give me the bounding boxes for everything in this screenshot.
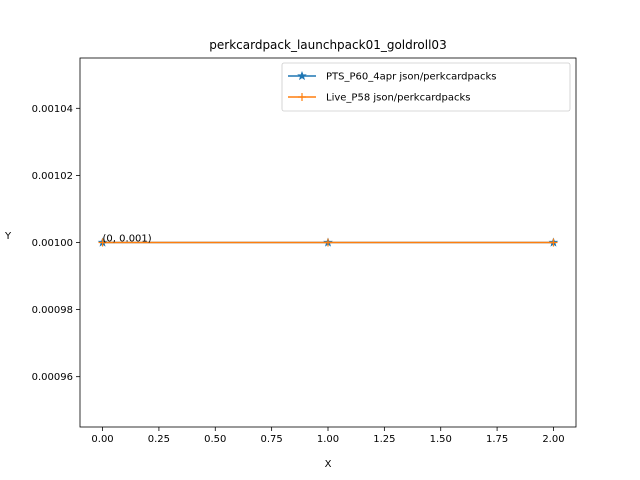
y-tick-label: 0.00098 <box>32 305 73 316</box>
y-tick-label: 0.00104 <box>32 104 73 115</box>
legend-marker-0 <box>297 70 307 81</box>
x-axis-label: X <box>325 459 332 470</box>
data-annotation: (0, 0.001) <box>103 234 152 245</box>
legend: PTS_P60_4apr json/perkcardpacks Live_P58 … <box>281 62 571 112</box>
series-1-point <box>549 238 558 247</box>
series-1-point <box>324 238 332 247</box>
y-axis-label: Y <box>4 231 12 242</box>
x-tick-label: 1.25 <box>373 434 395 445</box>
chart-title: perkcardpack_launchpack01_goldroll03 <box>209 38 446 52</box>
x-tick-label: 0.75 <box>261 434 283 445</box>
x-tick-label: 0.50 <box>204 434 226 445</box>
plot-area: 0.00 0.25 0.50 0.75 1.00 1.25 1.50 1.75 2.00 0.00… <box>32 57 577 445</box>
legend-label-0: PTS_P60_4apr json/perkcardpacks <box>326 72 496 83</box>
x-tick-label: 2.00 <box>542 434 564 445</box>
legend-marker-1 <box>298 93 306 101</box>
x-tick-label: 1.00 <box>317 434 339 445</box>
x-tick-label: 1.75 <box>486 434 508 445</box>
axes-frame <box>79 57 577 428</box>
legend-box <box>281 62 571 112</box>
x-tick-label: 1.50 <box>430 434 452 445</box>
x-tick-label: 0.25 <box>148 434 170 445</box>
x-tick-label: 0.00 <box>91 434 113 445</box>
y-tick-label: 0.00096 <box>32 372 73 383</box>
y-tick-label: 0.00100 <box>32 238 73 249</box>
series-1-point <box>98 238 107 247</box>
legend-label-1: Live_P58 json/perkcardpacks <box>326 93 470 104</box>
y-tick-label: 0.00102 <box>32 171 73 182</box>
